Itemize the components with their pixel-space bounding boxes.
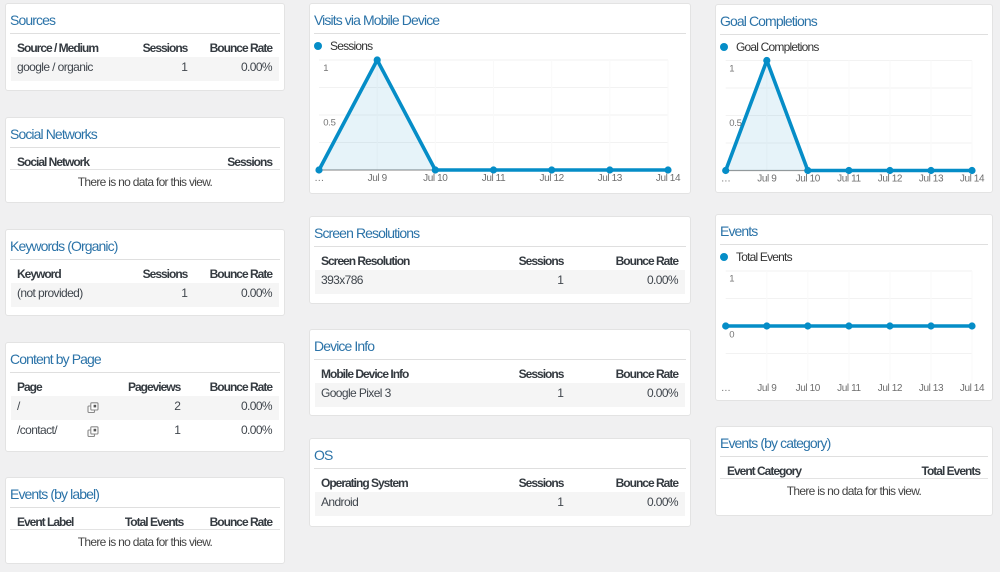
svg-text:0.5: 0.5 <box>323 118 335 129</box>
svg-text:Jul 10: Jul 10 <box>796 174 821 185</box>
svg-text:Jul 14: Jul 14 <box>960 383 985 394</box>
svg-text:0: 0 <box>729 330 734 341</box>
svg-text:1: 1 <box>729 64 734 75</box>
svg-text:1: 1 <box>729 274 734 285</box>
svg-text:Jul 9: Jul 9 <box>757 174 777 185</box>
svg-text:Jul 9: Jul 9 <box>368 173 388 184</box>
svg-text:0.5: 0.5 <box>729 118 741 129</box>
svg-text:…: … <box>314 173 324 184</box>
svg-text:1: 1 <box>323 63 328 74</box>
svg-text:Jul 14: Jul 14 <box>960 174 985 185</box>
svg-text:Jul 14: Jul 14 <box>656 173 681 184</box>
svg-text:Jul 9: Jul 9 <box>757 383 777 394</box>
svg-text:…: … <box>721 383 731 394</box>
svg-text:Jul 10: Jul 10 <box>423 173 448 184</box>
svg-text:Jul 12: Jul 12 <box>878 174 903 185</box>
svg-text:Jul 11: Jul 11 <box>837 383 861 394</box>
svg-text:…: … <box>721 174 731 185</box>
svg-text:Jul 12: Jul 12 <box>878 383 903 394</box>
svg-text:Jul 11: Jul 11 <box>837 174 861 185</box>
svg-text:Jul 11: Jul 11 <box>482 173 506 184</box>
svg-text:Jul 13: Jul 13 <box>919 174 944 185</box>
svg-text:Jul 12: Jul 12 <box>540 173 565 184</box>
svg-text:Jul 13: Jul 13 <box>919 383 944 394</box>
svg-text:Jul 13: Jul 13 <box>598 173 623 184</box>
svg-text:Jul 10: Jul 10 <box>796 383 821 394</box>
